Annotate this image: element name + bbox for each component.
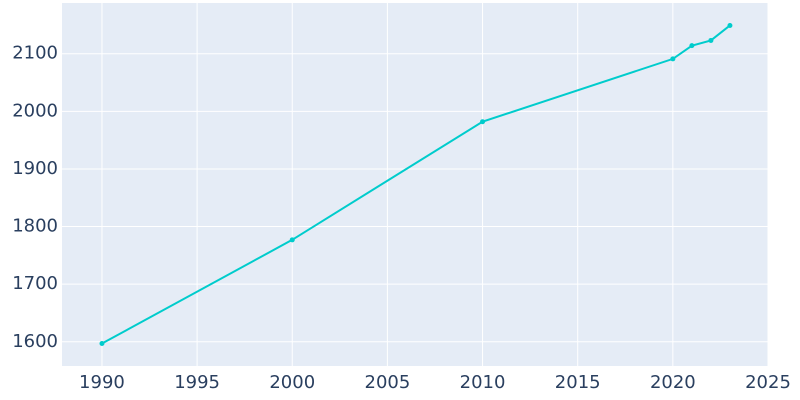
x-tick-label: 2005	[365, 372, 411, 393]
y-tick-label: 1800	[12, 216, 58, 237]
data-point	[480, 119, 486, 125]
x-tick-label: 2000	[269, 372, 315, 393]
y-tick-label: 1700	[12, 273, 58, 294]
y-tick-label: 1600	[12, 331, 58, 352]
x-tick-label: 2010	[460, 372, 506, 393]
plot-background	[62, 3, 768, 366]
x-tick-label: 2020	[650, 372, 696, 393]
x-tick-label: 1995	[174, 372, 220, 393]
data-point	[289, 237, 295, 243]
x-tick-label: 1990	[79, 372, 125, 393]
y-tick-label: 1900	[12, 158, 58, 179]
data-point	[727, 22, 733, 28]
y-tick-label: 2100	[12, 43, 58, 64]
x-tick-label: 2025	[745, 372, 791, 393]
data-point	[708, 37, 714, 43]
data-point	[670, 56, 676, 62]
data-point	[689, 43, 695, 49]
x-tick-label: 2015	[555, 372, 601, 393]
y-tick-label: 2000	[12, 100, 58, 121]
data-point	[99, 341, 105, 347]
